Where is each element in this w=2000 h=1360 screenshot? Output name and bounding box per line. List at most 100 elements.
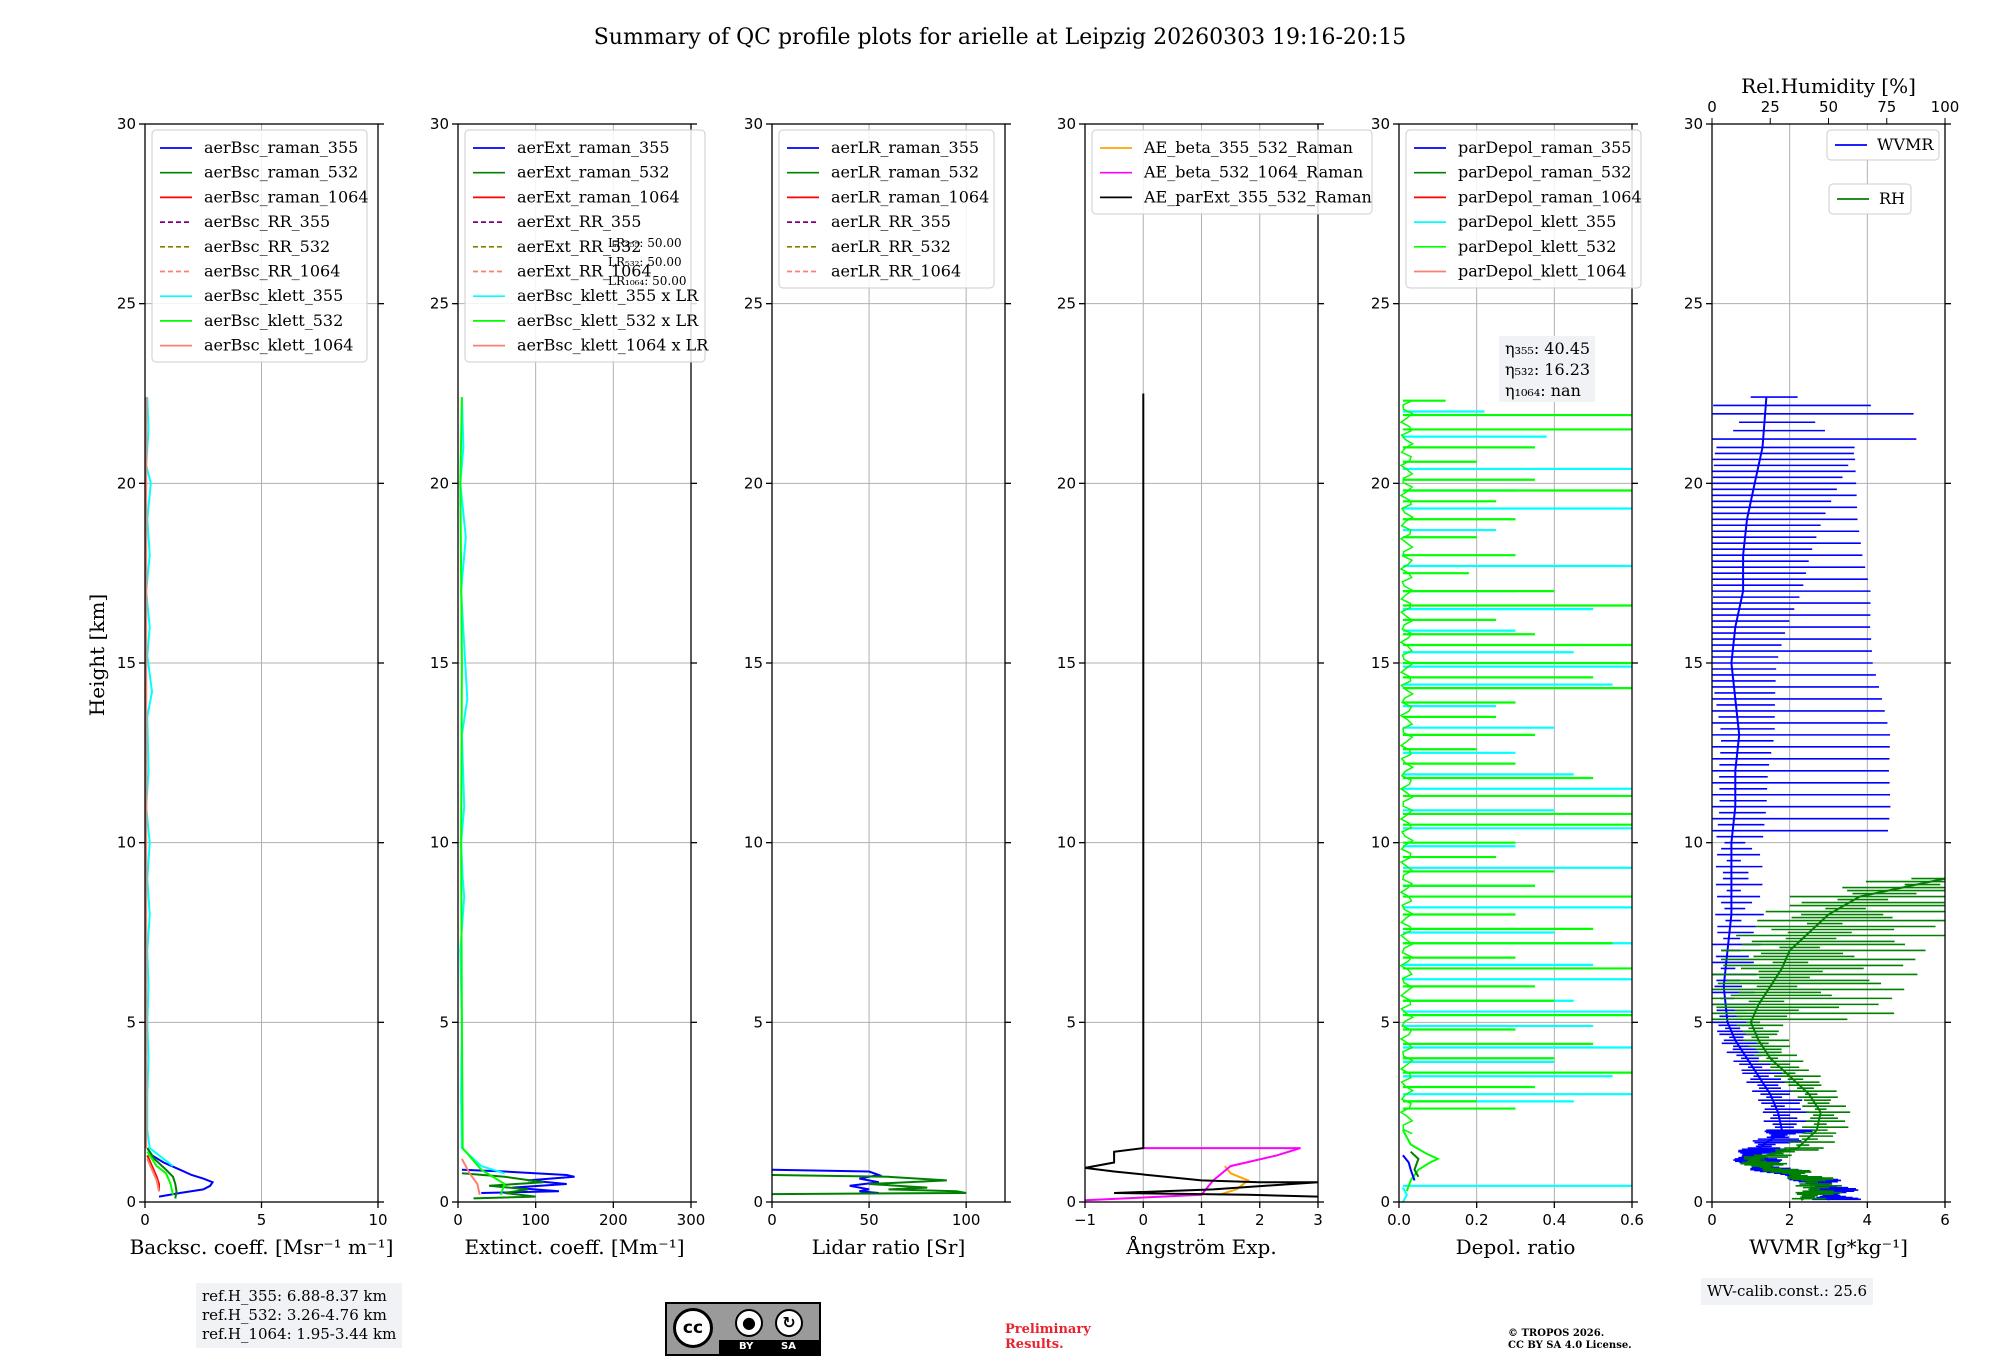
x-tick-label: 0.2	[1465, 1211, 1489, 1229]
legend-label: aerBsc_klett_355 x LR	[517, 286, 699, 305]
y-tick-label: 10	[1371, 834, 1390, 852]
x-tick-label: −1	[1074, 1211, 1096, 1229]
y-tick-label: 25	[117, 295, 136, 313]
legend-box	[1405, 129, 1642, 289]
series-line-parDepol_raman_355	[1402, 1154, 1416, 1181]
x-tick-label: 0	[140, 1211, 150, 1229]
x-axis-label: Lidar ratio [Sr]	[812, 1235, 966, 1259]
figure-title: Summary of QC profile plots for arielle …	[594, 25, 1407, 50]
legend-label: parDepol_klett_355	[1458, 212, 1616, 231]
klett-532-base-line	[1399, 400, 1415, 1135]
y-tick-label: 25	[430, 295, 449, 313]
x-tick-label: 0.0	[1387, 1211, 1411, 1229]
legend-label: aerLR_RR_355	[831, 212, 951, 231]
legend-label: aerExt_RR_355	[517, 212, 641, 231]
y-tick-label: 20	[1057, 474, 1076, 492]
legend-label: RH	[1879, 189, 1905, 208]
y-tick-label: 10	[430, 834, 449, 852]
legend-label: aerLR_raman_355	[831, 138, 979, 157]
y-tick-label: 30	[744, 115, 763, 133]
lidar-ratio-annotation: LR₃₅₅: 50.00	[608, 236, 682, 250]
legend-label: aerExt_raman_532	[517, 163, 670, 182]
y-tick-label: 15	[744, 654, 763, 672]
wv-calib-box: WV-calib.const.: 25.6	[1701, 1278, 1874, 1305]
top-tick-label: 50	[1819, 98, 1838, 116]
legend-box	[151, 129, 368, 363]
top-tick-label: 75	[1877, 98, 1896, 116]
panel-3: 0 5 10 15 20 25 30 0 50 100 Lidar ratio [Sr] aerLR_…	[744, 115, 1011, 1259]
x-tick-label: 10	[368, 1211, 387, 1229]
x-axis-label: Depol. ratio	[1456, 1235, 1576, 1259]
x-tick-label: 0.6	[1620, 1211, 1644, 1229]
legend-label: parDepol_klett_1064	[1458, 262, 1627, 281]
series-line-aerBsc_raman_532	[146, 1147, 178, 1199]
x-tick-label: 3	[1313, 1211, 1323, 1229]
y-tick-label: 15	[1057, 654, 1076, 672]
y-tick-label: 0	[439, 1193, 449, 1211]
x-tick-label: 0.4	[1542, 1211, 1566, 1229]
x-axis-label: Backsc. coeff. [Msr⁻¹ m⁻¹]	[130, 1235, 394, 1259]
legend-label: aerBsc_klett_1064 x LR	[517, 336, 709, 355]
legend-label: parDepol_klett_532	[1458, 237, 1616, 256]
legend-label: aerLR_raman_532	[831, 163, 979, 182]
x-tick-label: 100	[952, 1211, 981, 1229]
legend-label: aerBsc_klett_1064	[204, 336, 353, 355]
legend-box-wvmr	[1826, 129, 1940, 161]
y-tick-label: 15	[1371, 654, 1390, 672]
legend-label: aerBsc_klett_532	[204, 311, 343, 330]
y-tick-label: 5	[1066, 1013, 1076, 1031]
top-tick-label: 25	[1761, 98, 1780, 116]
y-tick-label: 10	[1057, 834, 1076, 852]
legend-label: AE_beta_355_532_Raman	[1143, 138, 1353, 157]
legend-label: aerExt_raman_355	[517, 138, 670, 157]
y-tick-label: 20	[430, 474, 449, 492]
legend-label: aerLR_RR_1064	[831, 262, 961, 281]
share-alike-icon: ↻	[775, 1309, 803, 1337]
y-tick-label: 30	[1057, 115, 1076, 133]
x-tick-label: 50	[860, 1211, 879, 1229]
x-axis-label: WVMR [g*kg⁻¹]	[1749, 1235, 1908, 1259]
y-tick-label: 15	[1684, 654, 1703, 672]
x-axis-label: Extinct. coeff. [Mm⁻¹]	[464, 1235, 684, 1259]
x-tick-label: 4	[1863, 1211, 1873, 1229]
legend-label: aerLR_RR_532	[831, 237, 951, 256]
series-line-aerExt_raman_532	[461, 1172, 544, 1200]
y-tick-label: 20	[1371, 474, 1390, 492]
y-tick-label: 5	[753, 1013, 763, 1031]
top-tick-label: 0	[1707, 98, 1717, 116]
top-axis-label: Rel.Humidity [%]	[1741, 74, 1916, 98]
series-line-aerLR_raman_355	[771, 1168, 883, 1194]
y-tick-label: 20	[1684, 474, 1703, 492]
y-tick-label: 25	[1057, 295, 1076, 313]
y-tick-label: 0	[1380, 1193, 1390, 1211]
x-axis-label: Ångström Exp.	[1125, 1234, 1276, 1259]
cc-by-label: BY	[739, 1341, 754, 1352]
eta-annotation: η₃₅₅: 40.45	[1505, 339, 1590, 358]
y-tick-label: 5	[1380, 1013, 1390, 1031]
legend-label: WVMR	[1877, 135, 1934, 154]
legend-label: aerExt_raman_1064	[517, 187, 680, 206]
cc-label-bar: BY SA	[719, 1340, 819, 1354]
legend-label: parDepol_raman_1064	[1458, 187, 1642, 206]
y-tick-label: 30	[1371, 115, 1390, 133]
x-tick-label: 5	[257, 1211, 267, 1229]
cc-icon: cc	[673, 1308, 713, 1348]
cc-sa-label: SA	[781, 1341, 796, 1352]
series-line-aerBsc_klett_1064 x LR	[461, 1158, 481, 1196]
legend-label: aerBsc_raman_532	[204, 163, 358, 182]
y-tick-label: 30	[1684, 115, 1703, 133]
eta-annotation: η₁₀₆₄: nan	[1505, 381, 1581, 400]
series-line-aerBsc_klett_355 x LR	[459, 397, 505, 1175]
y-tick-label: 5	[439, 1013, 449, 1031]
y-tick-label: 0	[1066, 1193, 1076, 1211]
legend-box	[1091, 129, 1373, 215]
legend-label: parDepol_raman_355	[1458, 138, 1631, 157]
y-tick-label: 30	[430, 115, 449, 133]
legend-box	[778, 129, 995, 289]
series-line-aerBsc_klett_532 x LR	[459, 397, 506, 1196]
series-line-parDepol_klett_355	[1402, 1187, 1408, 1203]
series-line-aerBsc_klett_532	[146, 1151, 174, 1196]
legend-label: aerBsc_klett_532 x LR	[517, 311, 699, 330]
x-tick-label: 2	[1255, 1211, 1265, 1229]
